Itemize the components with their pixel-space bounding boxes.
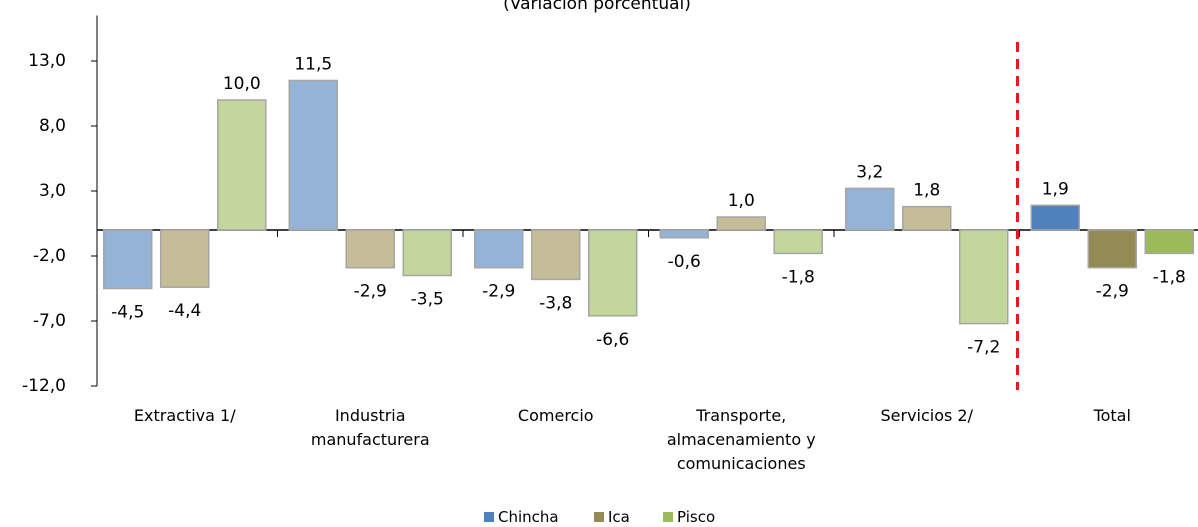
bar [959, 229, 1009, 325]
x-tick-label: Extractiva 1/ [133, 406, 236, 425]
y-tick-label: -7,0 [33, 311, 66, 331]
bar [217, 99, 267, 231]
data-label: 3,2 [856, 162, 883, 182]
x-tick-label: Industria manufacturera [310, 406, 430, 449]
bar [474, 229, 524, 269]
data-label: -2,9 [1096, 282, 1129, 302]
data-label: -4,4 [168, 301, 201, 321]
x-tick-label: Total [1093, 406, 1131, 425]
data-label: -1,8 [1153, 267, 1186, 287]
bar [773, 229, 823, 255]
bar [1087, 229, 1137, 269]
legend-swatch [484, 512, 494, 522]
bar [345, 229, 395, 269]
legend-label: Chincha [498, 508, 559, 526]
legend-label: Ica [608, 508, 630, 526]
data-label: -2,9 [482, 282, 515, 302]
data-label: -7,2 [967, 338, 1000, 358]
x-tick-label: Transporte, almacenamiento y comunicacio… [666, 406, 816, 473]
chart-title: (Variación porcentual) [503, 0, 691, 14]
bar [1144, 229, 1194, 255]
bar [402, 229, 452, 277]
legend-entry: Chincha [484, 508, 559, 526]
bar [160, 229, 210, 288]
y-tick-label: 13,0 [28, 51, 66, 71]
data-label: -0,6 [668, 252, 701, 272]
data-label: -3,5 [411, 290, 444, 310]
y-tick-label: 8,0 [39, 116, 66, 136]
x-tick-label: Servicios 2/ [880, 406, 973, 425]
legend-swatch [663, 512, 673, 522]
legend-swatch [594, 512, 604, 522]
data-label: -4,5 [111, 303, 144, 323]
data-label: 11,5 [294, 55, 332, 75]
data-label: 1,0 [728, 191, 755, 211]
legend-entry: Ica [594, 508, 630, 526]
y-tick-label: -12,0 [22, 376, 66, 396]
bar [103, 229, 153, 290]
data-label: 10,0 [223, 74, 261, 94]
data-label: -3,8 [539, 293, 572, 313]
x-tick-label: Comercio [517, 406, 594, 425]
data-label: -2,9 [354, 282, 387, 302]
data-label: -6,6 [596, 330, 629, 350]
bar [588, 229, 638, 317]
y-tick-label: -2,0 [33, 246, 66, 266]
bar [716, 216, 766, 231]
bar [531, 229, 581, 281]
data-label: 1,9 [1042, 179, 1069, 199]
bar [845, 187, 895, 231]
data-label: 1,8 [913, 181, 940, 201]
y-tick-label: 3,0 [39, 181, 66, 201]
bar [902, 205, 952, 231]
legend-entry: Pisco [663, 508, 715, 526]
bar [1030, 204, 1080, 231]
legend-label: Pisco [677, 508, 716, 526]
bar [659, 229, 709, 239]
bar [288, 79, 338, 231]
data-label: -1,8 [782, 267, 815, 287]
